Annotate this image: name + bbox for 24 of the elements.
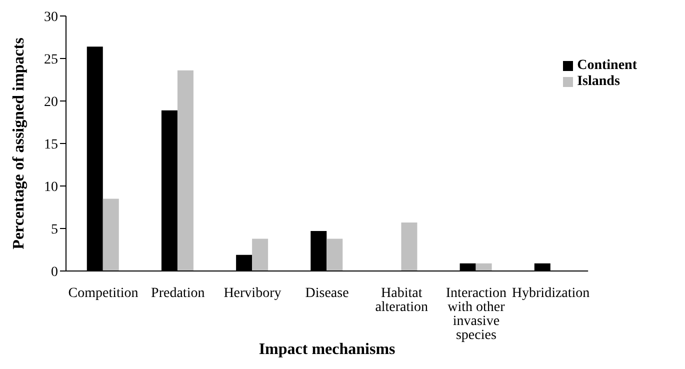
bar bbox=[401, 222, 418, 271]
x-tick-label: Habitat alteration bbox=[375, 286, 428, 315]
x-tick-label: Predation bbox=[151, 286, 205, 301]
y-tick-label: 20 bbox=[44, 94, 58, 110]
x-tick-label: Disease bbox=[305, 286, 349, 301]
bar bbox=[252, 238, 268, 271]
y-tick-label: 25 bbox=[44, 52, 58, 68]
y-tick-label: 5 bbox=[51, 222, 58, 238]
bar bbox=[177, 70, 194, 271]
y-tick-label: 0 bbox=[51, 264, 58, 280]
legend-label: Continent bbox=[577, 58, 637, 73]
y-tick-label: 30 bbox=[44, 10, 58, 25]
x-tick-label: Hybridization bbox=[512, 286, 590, 301]
bar bbox=[326, 238, 343, 271]
x-axis-title: Impact mechanisms bbox=[258, 341, 396, 358]
y-tick-label: 10 bbox=[44, 180, 58, 195]
y-axis-title: Percentage of assigned impacts bbox=[10, 38, 28, 250]
legend-label: Islands bbox=[577, 74, 620, 89]
bar bbox=[476, 263, 492, 271]
bar bbox=[102, 198, 119, 271]
x-tick-label: Interaction with other invasive species bbox=[446, 286, 507, 343]
y-tick-label: 15 bbox=[44, 137, 58, 152]
x-tick-label: Hervibory bbox=[224, 286, 282, 301]
x-tick-label: Competition bbox=[68, 286, 138, 301]
